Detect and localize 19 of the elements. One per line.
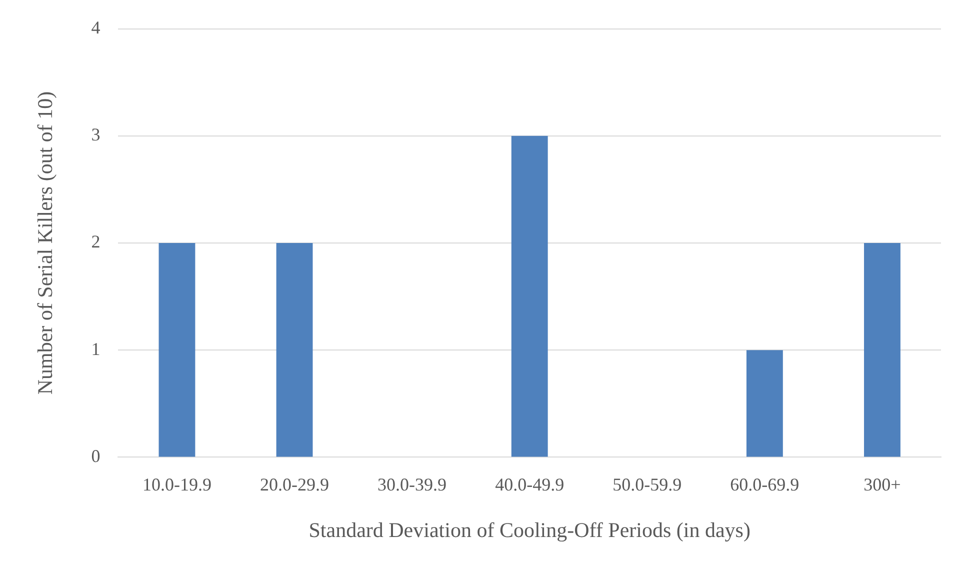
x-tick-label: 20.0-29.9 <box>260 474 330 495</box>
y-tick-label: 3 <box>91 124 100 145</box>
x-axis-title: Standard Deviation of Cooling-Off Periods (in days) <box>308 518 750 542</box>
y-axis-title: Number of Serial Killers (out of 10) <box>33 91 58 395</box>
bar <box>276 243 313 457</box>
y-tick-label: 1 <box>91 338 100 359</box>
bar <box>511 136 548 457</box>
x-tick-label: 10.0-19.9 <box>142 474 212 495</box>
bar <box>158 243 196 457</box>
bar <box>864 243 900 457</box>
y-tick-label: 2 <box>91 232 100 252</box>
x-tick-label: 60.0-69.9 <box>730 474 800 495</box>
x-tick-label: 30.0-39.9 <box>378 474 447 495</box>
y-tick-label: 0 <box>91 446 100 466</box>
x-tick-label: 300+ <box>864 474 901 495</box>
bar <box>746 350 783 457</box>
x-tick-label: 40.0-49.9 <box>495 474 564 495</box>
x-tick-label: 50.0-59.9 <box>612 474 682 495</box>
y-tick-label: 4 <box>91 18 100 38</box>
